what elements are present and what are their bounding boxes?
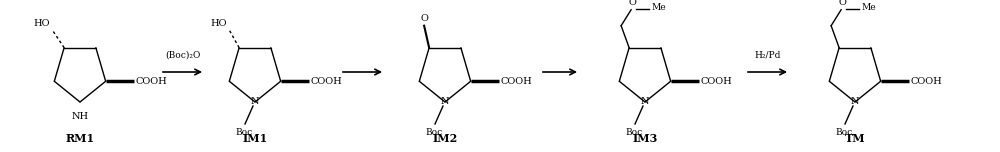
Text: IM3: IM3: [632, 133, 658, 144]
Text: O: O: [420, 14, 428, 23]
Text: Me: Me: [861, 3, 876, 12]
Text: NH: NH: [71, 112, 89, 121]
Text: (Boc)₂O: (Boc)₂O: [165, 51, 200, 60]
Text: IM1: IM1: [242, 133, 268, 144]
Text: COOH: COOH: [311, 77, 342, 86]
Text: COOH: COOH: [501, 77, 532, 86]
Text: Boc: Boc: [425, 128, 443, 137]
Text: Boc: Boc: [625, 128, 643, 137]
Text: IM2: IM2: [432, 133, 458, 144]
Text: N: N: [851, 97, 859, 107]
Text: N: N: [251, 97, 259, 107]
Text: HO: HO: [34, 19, 50, 28]
Text: O: O: [838, 0, 846, 7]
Text: N: N: [641, 97, 649, 107]
Text: HO: HO: [211, 19, 227, 28]
Text: COOH: COOH: [911, 77, 942, 86]
Text: Me: Me: [651, 3, 666, 12]
Text: N: N: [441, 97, 449, 107]
Text: O: O: [628, 0, 636, 7]
Text: H₂/Pd: H₂/Pd: [754, 51, 781, 60]
Text: Boc: Boc: [235, 128, 253, 137]
Text: RM1: RM1: [65, 133, 95, 144]
Text: COOH: COOH: [701, 77, 732, 86]
Text: COOH: COOH: [136, 77, 167, 86]
Text: Boc: Boc: [835, 128, 853, 137]
Text: TM: TM: [845, 133, 865, 144]
